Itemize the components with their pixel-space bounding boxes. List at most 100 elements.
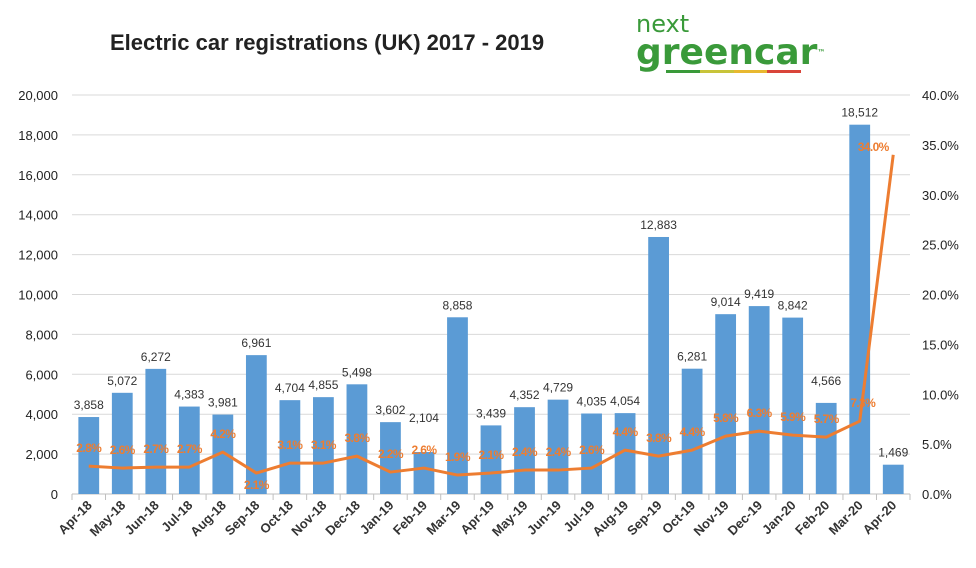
- x-tick-label: May-18: [87, 498, 129, 540]
- x-tick-label: Mar-19: [423, 498, 463, 538]
- x-tick-label: Aug-19: [589, 498, 631, 540]
- bar-data-label: 5,498: [342, 365, 372, 379]
- line-data-label: 3.1%: [311, 438, 337, 452]
- bar-data-label: 18,512: [841, 106, 878, 120]
- y-tick-label: 16,000: [18, 168, 58, 183]
- bar: [514, 407, 535, 494]
- y2-tick-label: 30.0%: [922, 188, 959, 203]
- y2-tick-label: 20.0%: [922, 288, 959, 303]
- x-tick-label: Feb-19: [390, 498, 430, 538]
- line-data-label: 4.4%: [613, 425, 639, 439]
- bar-data-label: 4,054: [610, 394, 640, 408]
- line-data-label: 3.8%: [646, 431, 672, 445]
- bar-data-label: 9,014: [711, 295, 741, 309]
- bar: [648, 236, 669, 495]
- bar: [78, 417, 100, 494]
- line-series: [88, 154, 895, 477]
- bar-data-label: 3,602: [375, 403, 405, 417]
- line-data-label: 1.9%: [445, 450, 471, 464]
- x-tick-label: Feb-20: [792, 498, 832, 538]
- bar-data-label: 8,842: [778, 299, 808, 313]
- bar: [882, 464, 904, 494]
- line-data-label: 3.8%: [344, 431, 370, 445]
- x-tick-label: Nov-18: [288, 498, 329, 539]
- bar: [447, 317, 468, 494]
- x-tick-label: Mar-20: [826, 498, 866, 538]
- line-data-label: 7.3%: [850, 396, 876, 410]
- line-data-label: 5.7%: [814, 412, 840, 426]
- bar-data-label: 3,439: [476, 406, 506, 420]
- bar-data-label: 12,883: [640, 218, 677, 232]
- logo-next: next: [636, 10, 690, 38]
- x-tick-label: May-19: [489, 498, 531, 540]
- line-data-label: 2.6%: [110, 443, 136, 457]
- y-tick-label: 8,000: [25, 327, 58, 342]
- bar: [782, 317, 804, 494]
- bar-data-label: 3,981: [208, 396, 238, 410]
- bar-data-label: 4,035: [577, 395, 607, 409]
- bar: [145, 368, 167, 494]
- bar: [245, 355, 267, 494]
- line-data-label: 4.4%: [680, 425, 706, 439]
- bar: [614, 413, 636, 494]
- y-tick-label: 20,000: [18, 88, 58, 103]
- nextgreencar-logo: next greencar™: [636, 12, 825, 73]
- line-data-label: 2.4%: [546, 445, 572, 459]
- bar: [313, 397, 334, 494]
- bar-data-label: 4,566: [811, 374, 841, 388]
- x-tick-label: Aug-18: [187, 498, 229, 540]
- line-data-label: 3.1%: [277, 438, 303, 452]
- line-data-label: 4.2%: [210, 427, 236, 441]
- line-data-label: 5.9%: [780, 410, 806, 424]
- bar-data-label: 5,072: [107, 374, 137, 388]
- y2-tick-label: 25.0%: [922, 238, 959, 253]
- bar: [380, 422, 401, 494]
- bar-data-label: 1,469: [878, 446, 908, 460]
- x-tick-label: Jun-18: [122, 498, 162, 538]
- bar: [849, 124, 871, 494]
- line-data-label: 2.4%: [512, 445, 538, 459]
- x-tick-label: Dec-18: [322, 498, 363, 539]
- line-data-label: 2.2%: [378, 447, 404, 461]
- bar: [715, 314, 737, 494]
- bar: [413, 452, 435, 494]
- x-tick-label: Jan-19: [357, 498, 397, 538]
- line-data-label: 2.6%: [411, 443, 437, 457]
- y-tick-label: 0: [51, 487, 58, 502]
- bar-data-label: 6,961: [241, 336, 271, 350]
- logo-underline: [666, 70, 801, 73]
- x-tick-label: Jun-19: [524, 498, 564, 538]
- bar-data-label: 8,858: [442, 298, 472, 312]
- y2-tick-label: 10.0%: [922, 387, 959, 402]
- y-tick-label: 4,000: [25, 407, 58, 422]
- bar-data-label: 9,419: [744, 287, 774, 301]
- bar: [581, 413, 602, 494]
- y2-tick-label: 0.0%: [922, 487, 952, 502]
- y-tick-label: 18,000: [18, 128, 58, 143]
- x-tick-label: Apr-20: [860, 498, 900, 538]
- bar-data-label: 2,104: [409, 411, 439, 425]
- bar: [480, 425, 502, 494]
- y2-tick-label: 35.0%: [922, 138, 959, 153]
- bar: [681, 368, 703, 494]
- y-tick-label: 12,000: [18, 248, 58, 263]
- bar-data-label: 4,704: [275, 381, 305, 395]
- x-tick-label: Sep-19: [624, 498, 665, 539]
- y-tick-label: 14,000: [18, 208, 58, 223]
- bar: [748, 306, 770, 494]
- y2-tick-label: 40.0%: [922, 88, 959, 103]
- bar: [346, 384, 368, 494]
- x-tick-label: Jan-20: [759, 498, 799, 538]
- line-data-label: 2.7%: [143, 442, 169, 456]
- bar: [212, 414, 234, 494]
- y2-tick-label: 15.0%: [922, 337, 959, 352]
- line-data-label: 2.1%: [479, 448, 505, 462]
- chart-title: Electric car registrations (UK) 2017 - 2…: [110, 30, 545, 55]
- bar-data-label: 4,352: [510, 388, 540, 402]
- line-data-label: 2.6%: [579, 443, 605, 457]
- line-data-label: 6.3%: [747, 406, 773, 420]
- line-data-label: 5.8%: [713, 411, 739, 425]
- x-tick-label: Dec-19: [725, 498, 766, 539]
